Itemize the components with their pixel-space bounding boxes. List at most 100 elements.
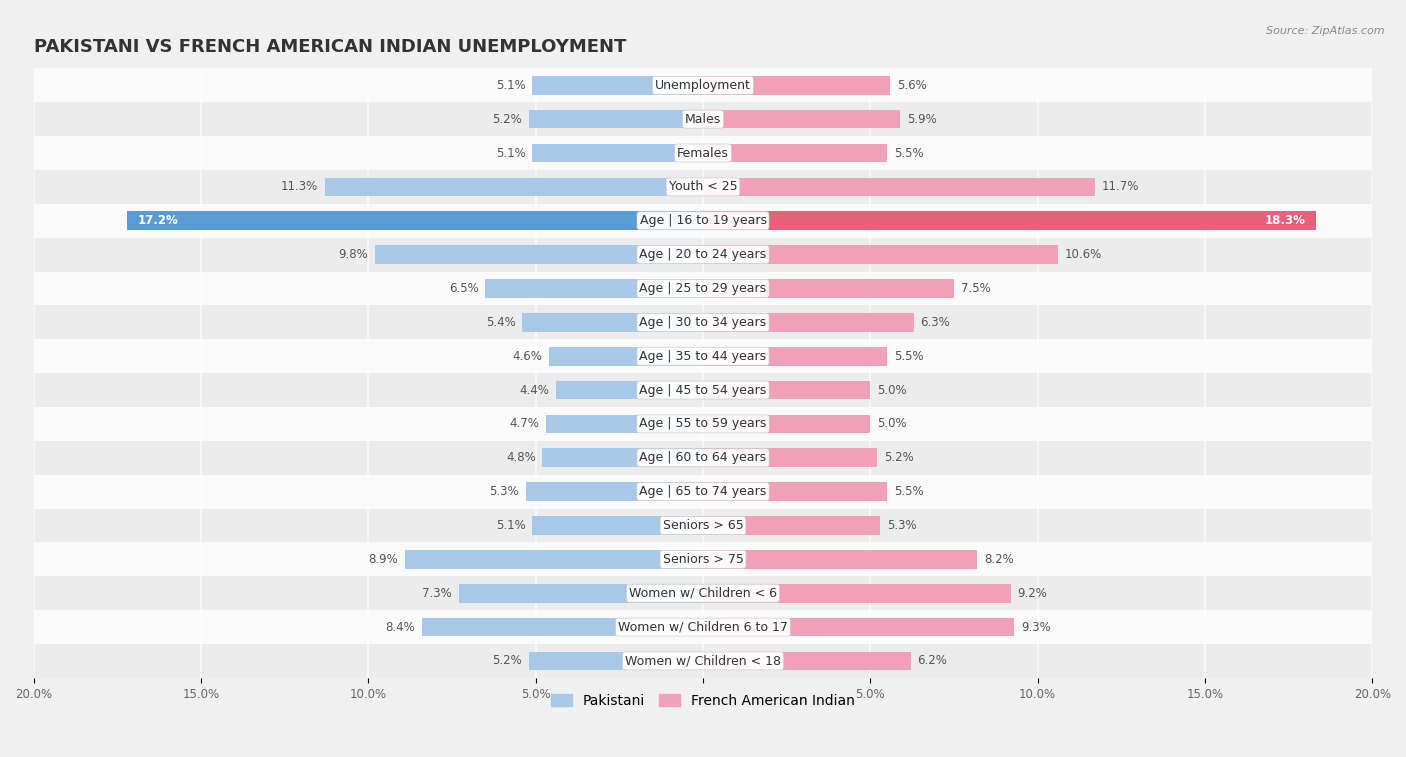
Text: 5.2%: 5.2%: [492, 113, 522, 126]
Text: 5.3%: 5.3%: [489, 485, 519, 498]
Text: Youth < 25: Youth < 25: [669, 180, 737, 193]
Text: 5.1%: 5.1%: [496, 79, 526, 92]
Bar: [703, 618, 1014, 637]
Text: 9.8%: 9.8%: [339, 248, 368, 261]
Text: Age | 35 to 44 years: Age | 35 to 44 years: [640, 350, 766, 363]
Text: 5.5%: 5.5%: [894, 485, 924, 498]
Bar: [0, 204, 1406, 238]
Text: Age | 30 to 34 years: Age | 30 to 34 years: [640, 316, 766, 329]
Text: 5.0%: 5.0%: [877, 417, 907, 431]
Text: 11.7%: 11.7%: [1101, 180, 1139, 193]
Text: 5.0%: 5.0%: [877, 384, 907, 397]
Text: 9.3%: 9.3%: [1021, 621, 1050, 634]
Bar: [375, 245, 703, 264]
Text: 5.2%: 5.2%: [884, 451, 914, 464]
Bar: [522, 313, 703, 332]
Bar: [0, 610, 1406, 644]
Text: 17.2%: 17.2%: [138, 214, 179, 227]
Legend: Pakistani, French American Indian: Pakistani, French American Indian: [546, 688, 860, 714]
Text: Age | 25 to 29 years: Age | 25 to 29 years: [640, 282, 766, 295]
Text: 6.2%: 6.2%: [917, 655, 948, 668]
Bar: [0, 644, 1406, 678]
Bar: [0, 272, 1406, 305]
Text: 5.1%: 5.1%: [496, 147, 526, 160]
Bar: [0, 509, 1406, 543]
Bar: [0, 305, 1406, 339]
Bar: [422, 618, 703, 637]
Text: 7.3%: 7.3%: [422, 587, 451, 600]
Text: Women w/ Children < 6: Women w/ Children < 6: [628, 587, 778, 600]
Bar: [405, 550, 703, 569]
Bar: [543, 448, 703, 467]
Text: Age | 55 to 59 years: Age | 55 to 59 years: [640, 417, 766, 431]
Bar: [0, 576, 1406, 610]
Text: 4.8%: 4.8%: [506, 451, 536, 464]
Bar: [546, 415, 703, 433]
Bar: [0, 136, 1406, 170]
Bar: [703, 110, 900, 129]
Text: 5.5%: 5.5%: [894, 350, 924, 363]
Text: 6.3%: 6.3%: [921, 316, 950, 329]
Bar: [703, 144, 887, 162]
Bar: [0, 407, 1406, 441]
Bar: [703, 584, 1011, 603]
Bar: [0, 475, 1406, 509]
Bar: [703, 313, 914, 332]
Text: 7.5%: 7.5%: [960, 282, 990, 295]
Bar: [128, 211, 703, 230]
Bar: [458, 584, 703, 603]
Text: Age | 45 to 54 years: Age | 45 to 54 years: [640, 384, 766, 397]
Text: Age | 65 to 74 years: Age | 65 to 74 years: [640, 485, 766, 498]
Text: 18.3%: 18.3%: [1264, 214, 1306, 227]
Bar: [703, 448, 877, 467]
Text: Age | 20 to 24 years: Age | 20 to 24 years: [640, 248, 766, 261]
Bar: [703, 550, 977, 569]
Bar: [703, 245, 1057, 264]
Bar: [529, 652, 703, 670]
Bar: [0, 373, 1406, 407]
Bar: [0, 339, 1406, 373]
Bar: [0, 102, 1406, 136]
Bar: [703, 76, 890, 95]
Bar: [703, 652, 911, 670]
Bar: [555, 381, 703, 400]
Text: Age | 16 to 19 years: Age | 16 to 19 years: [640, 214, 766, 227]
Bar: [0, 68, 1406, 102]
Text: Women w/ Children < 18: Women w/ Children < 18: [626, 655, 780, 668]
Bar: [703, 415, 870, 433]
Text: Seniors > 65: Seniors > 65: [662, 519, 744, 532]
Bar: [0, 441, 1406, 475]
Bar: [529, 110, 703, 129]
Text: Women w/ Children 6 to 17: Women w/ Children 6 to 17: [619, 621, 787, 634]
Text: Unemployment: Unemployment: [655, 79, 751, 92]
Bar: [485, 279, 703, 298]
Bar: [533, 144, 703, 162]
Text: 4.4%: 4.4%: [519, 384, 548, 397]
Text: Females: Females: [678, 147, 728, 160]
Text: 5.6%: 5.6%: [897, 79, 927, 92]
Bar: [548, 347, 703, 366]
Text: 5.4%: 5.4%: [486, 316, 516, 329]
Bar: [703, 381, 870, 400]
Text: 5.9%: 5.9%: [907, 113, 936, 126]
Text: 4.7%: 4.7%: [509, 417, 538, 431]
Bar: [703, 516, 880, 534]
Bar: [325, 178, 703, 196]
Text: Age | 60 to 64 years: Age | 60 to 64 years: [640, 451, 766, 464]
Text: Males: Males: [685, 113, 721, 126]
Text: 9.2%: 9.2%: [1018, 587, 1047, 600]
Bar: [703, 347, 887, 366]
Text: Seniors > 75: Seniors > 75: [662, 553, 744, 565]
Bar: [703, 279, 955, 298]
Bar: [0, 543, 1406, 576]
Text: 10.6%: 10.6%: [1064, 248, 1102, 261]
Bar: [0, 238, 1406, 272]
Text: 8.2%: 8.2%: [984, 553, 1014, 565]
Text: 11.3%: 11.3%: [281, 180, 318, 193]
Bar: [526, 482, 703, 501]
Text: 5.5%: 5.5%: [894, 147, 924, 160]
Text: 8.9%: 8.9%: [368, 553, 398, 565]
Text: 8.4%: 8.4%: [385, 621, 415, 634]
Bar: [703, 482, 887, 501]
Text: PAKISTANI VS FRENCH AMERICAN INDIAN UNEMPLOYMENT: PAKISTANI VS FRENCH AMERICAN INDIAN UNEM…: [34, 38, 626, 56]
